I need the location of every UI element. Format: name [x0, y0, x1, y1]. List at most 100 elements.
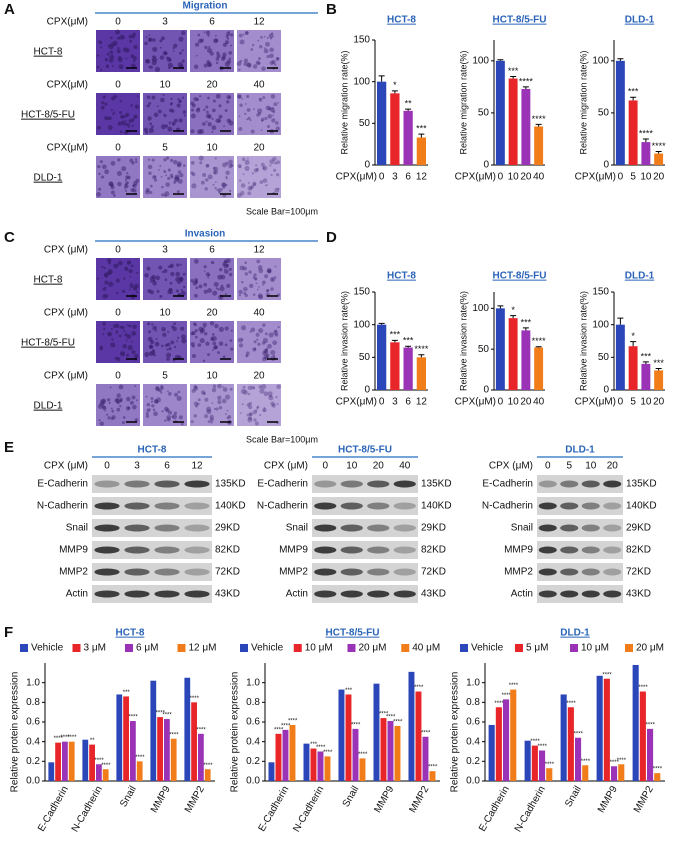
- significance: ***: [123, 690, 131, 696]
- cell: [169, 281, 173, 285]
- protein-label: MMP2: [504, 567, 533, 578]
- cell: [177, 178, 183, 184]
- blot-strip: [92, 563, 212, 581]
- bar: [415, 691, 422, 781]
- cell: [242, 33, 245, 36]
- significance: ****: [386, 715, 396, 721]
- bar: [641, 142, 651, 165]
- y-tick-label: 100: [472, 303, 489, 314]
- cell: [161, 270, 164, 274]
- cell: [167, 410, 173, 415]
- x-tick-label: 40: [533, 172, 545, 183]
- x-tick-label: 0: [618, 172, 624, 183]
- dose: 0: [322, 461, 328, 472]
- cell: [126, 396, 131, 402]
- cell: [269, 395, 272, 398]
- cell: [202, 322, 207, 327]
- cell: [125, 269, 128, 272]
- significance: ****: [639, 128, 654, 138]
- significance: ***: [416, 124, 427, 134]
- x-tick-label: E-Cadherin: [257, 784, 292, 833]
- cell: [144, 273, 149, 278]
- cell: [113, 324, 117, 328]
- cell: [145, 414, 150, 418]
- cell: [253, 168, 259, 173]
- x-tick-label: 0: [379, 172, 385, 183]
- cell: [170, 271, 175, 277]
- cell-line: DLD-1: [34, 173, 63, 184]
- cell: [145, 59, 151, 64]
- x-tick-label: N-Cadherin: [70, 784, 105, 834]
- cell: [191, 388, 196, 393]
- cell: [210, 260, 215, 265]
- cell: [100, 105, 105, 110]
- dose-label: CPX(μM): [47, 143, 88, 154]
- cell: [228, 267, 232, 271]
- protein-label: N-Cadherin: [37, 501, 88, 512]
- cell: [167, 126, 173, 132]
- cell: [130, 54, 135, 59]
- cell: [115, 330, 119, 334]
- blot-band: [603, 480, 622, 488]
- blot-strip: [537, 563, 623, 581]
- cell: [204, 331, 208, 336]
- cell: [119, 405, 122, 408]
- cell: [252, 293, 256, 296]
- cell: [151, 58, 155, 61]
- cell: [111, 64, 114, 67]
- cell: [165, 182, 170, 187]
- cell: [266, 269, 271, 274]
- cell: [225, 170, 230, 176]
- protein-label: Actin: [66, 589, 88, 600]
- dose: 12: [253, 17, 265, 28]
- protein-label: N-Cadherin: [257, 501, 308, 512]
- cell: [274, 329, 278, 333]
- bar: [130, 721, 136, 781]
- cell: [269, 159, 275, 165]
- size-label: 43KD: [421, 589, 446, 600]
- blot-band: [340, 568, 363, 576]
- cell: [158, 388, 162, 393]
- cell: [166, 348, 169, 351]
- dose: 0: [545, 461, 551, 472]
- cell: [126, 172, 129, 175]
- cell: [135, 160, 138, 163]
- cell: [259, 45, 263, 49]
- cell: [113, 111, 116, 114]
- bar: [373, 683, 380, 781]
- x-tick-label: 0: [379, 397, 385, 408]
- cell: [275, 395, 278, 399]
- cell: [246, 63, 252, 68]
- x-tick-label: N-Cadherin: [291, 784, 326, 834]
- cell: [225, 263, 229, 267]
- cell: [168, 121, 171, 124]
- cell: [211, 117, 214, 120]
- x-tick-label: 20: [520, 172, 532, 183]
- bar: [521, 330, 531, 390]
- cell: [104, 409, 107, 412]
- cell: [167, 331, 170, 334]
- bar: [275, 733, 282, 781]
- cell: [264, 348, 268, 352]
- cell: [165, 174, 167, 177]
- cell: [177, 336, 180, 339]
- cell: [215, 57, 220, 61]
- cell: [102, 164, 107, 170]
- cell: [204, 45, 208, 50]
- cell: [255, 282, 258, 285]
- cell: [249, 330, 252, 333]
- cell: [169, 291, 173, 295]
- cell: [205, 178, 209, 182]
- y-tick-label: 100: [592, 319, 609, 330]
- cell: [221, 182, 227, 188]
- cell: [151, 323, 154, 326]
- cell: [96, 65, 100, 69]
- cell: [247, 417, 253, 423]
- dose: 10: [206, 371, 218, 382]
- cell: [197, 343, 202, 347]
- blot-band: [154, 524, 180, 532]
- cell: [264, 274, 269, 279]
- cell: [169, 158, 174, 163]
- cell: [269, 164, 272, 167]
- cell: [107, 269, 113, 275]
